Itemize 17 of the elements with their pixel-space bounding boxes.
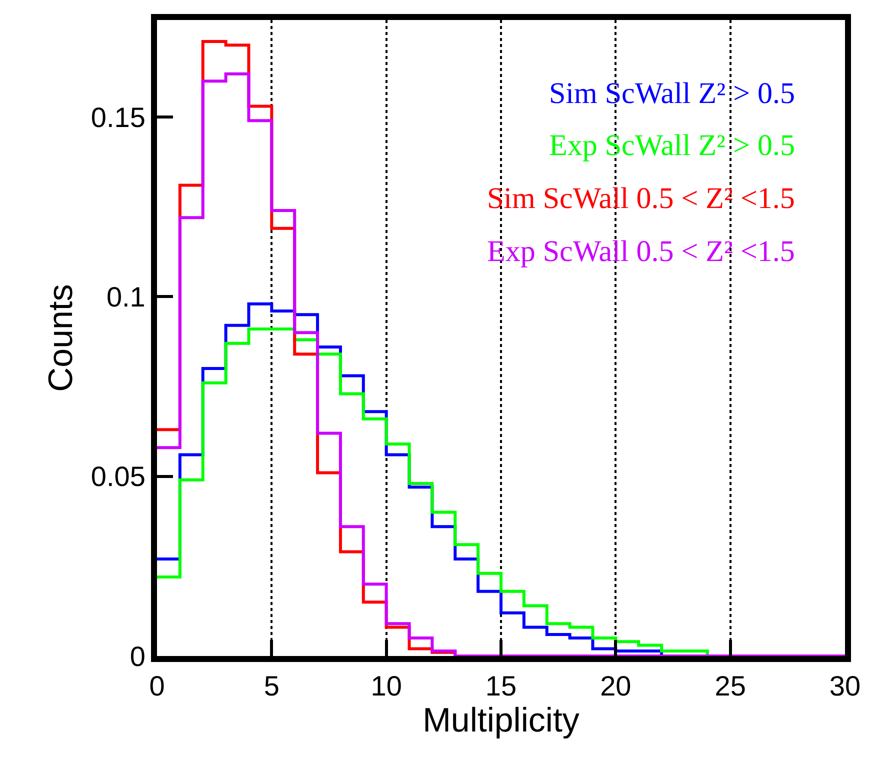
x-axis-title: Multiplicity	[422, 702, 580, 740]
y-tick-label: 0	[130, 640, 146, 672]
x-tick-label: 30	[829, 670, 861, 702]
x-tick-label: 10	[370, 670, 402, 702]
x-tick-label: 0	[149, 670, 165, 702]
x-tick-label: 15	[485, 670, 517, 702]
x-tick-label: 25	[714, 670, 746, 702]
text: Exp ScWall Z² > 0.5	[549, 129, 795, 162]
x-tick-label: 20	[600, 670, 632, 702]
y-tick-label: 0.05	[90, 461, 146, 492]
text: Exp ScWall 0.5 < Z² <1.5	[487, 235, 795, 268]
x-tick-label: 5	[264, 670, 280, 702]
y-tick-label: 0.15	[90, 102, 146, 133]
y-tick-label: 0.1	[106, 281, 146, 312]
y-axis-title: Counts	[42, 284, 80, 392]
text: Sim ScWall 0.5 < Z² <1.5	[487, 182, 795, 215]
text: Sim ScWall Z² > 0.5	[549, 77, 795, 110]
